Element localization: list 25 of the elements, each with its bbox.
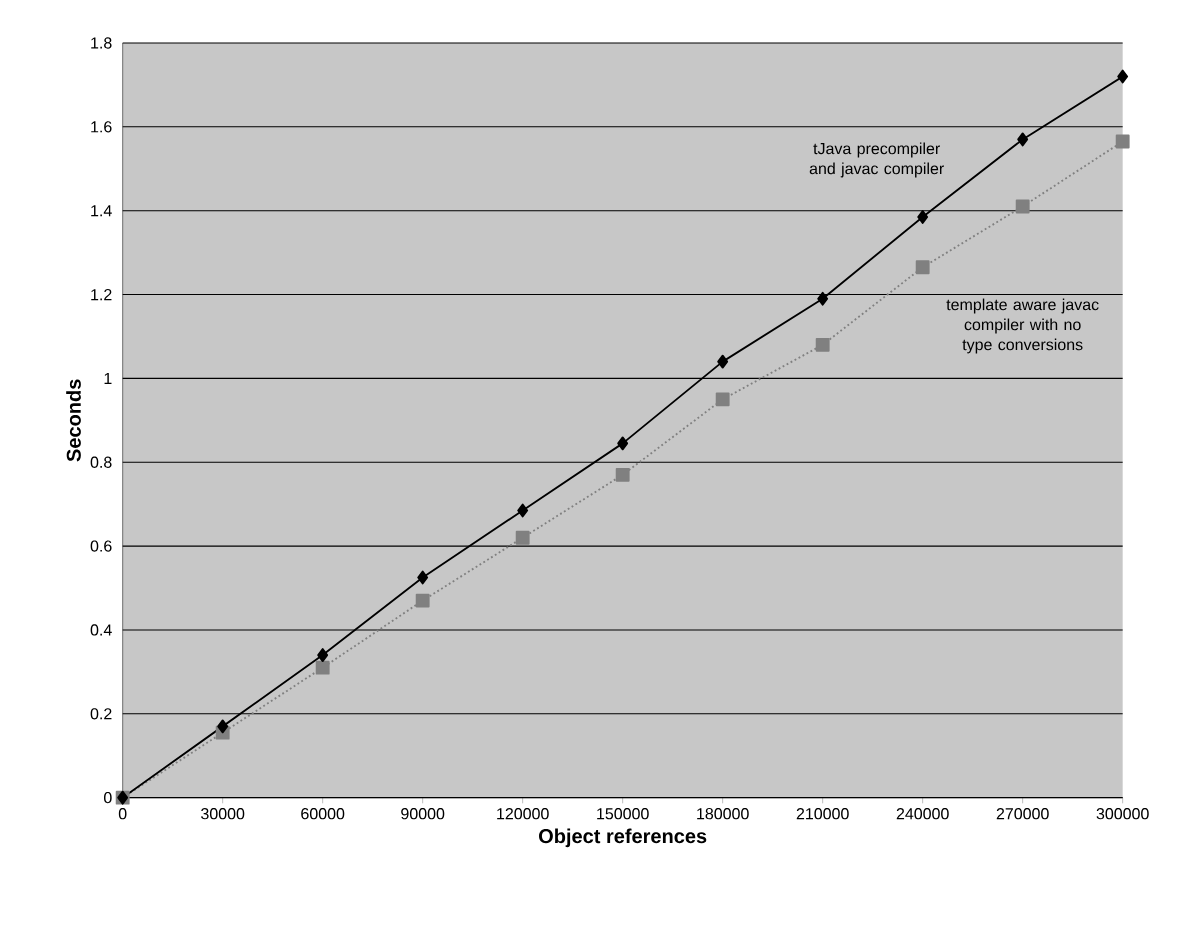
- x-tick-label: 0: [118, 808, 127, 820]
- series-label: template aware javac compiler with no type conversions: [946, 298, 1099, 354]
- y-tick-label: 0.8: [90, 456, 112, 468]
- y-tick-label: 1.4: [91, 205, 112, 217]
- y-tick-label: 0.4: [90, 624, 112, 636]
- y-tick-label: 1.2: [91, 288, 112, 301]
- y-tick-label: 1.6: [91, 121, 112, 133]
- x-tick-label: 120000: [497, 808, 549, 820]
- y-tick-label: 0: [104, 791, 112, 804]
- y-tick-label: 1: [104, 372, 112, 384]
- x-tick-label: 30000: [201, 808, 245, 820]
- series-label: tJava precompiler and javac compiler: [809, 142, 944, 178]
- x-tick-label: 210000: [796, 808, 849, 820]
- y-tick-label: 0.2: [90, 708, 112, 720]
- y-axis-title: Seconds: [66, 379, 81, 462]
- x-tick-label: 150000: [597, 808, 649, 820]
- x-tick-label: 180000: [697, 808, 749, 820]
- x-tick-label: 90000: [401, 808, 445, 820]
- x-tick-label: 300000: [1096, 808, 1149, 820]
- x-tick-label: 60000: [301, 808, 345, 820]
- x-axis-title: Object references: [539, 828, 707, 848]
- y-tick-label: 0.6: [90, 540, 112, 552]
- x-tick-label: 270000: [996, 808, 1049, 820]
- x-tick-label: 240000: [896, 808, 949, 820]
- y-tick-label: 1.8: [91, 37, 112, 49]
